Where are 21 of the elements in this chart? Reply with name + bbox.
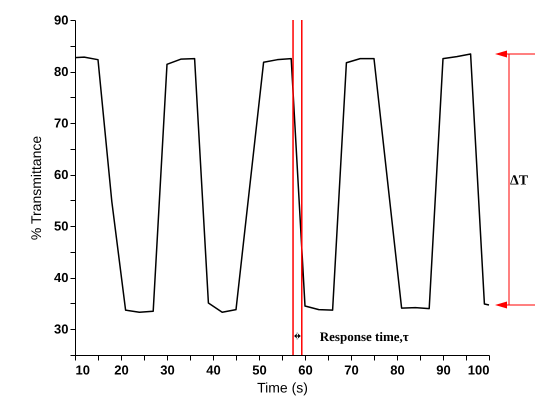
text: ΔT (510, 174, 529, 189)
x-tick-label: 10 (76, 362, 90, 378)
y-tick-label: 30 (54, 322, 68, 337)
y-tick-label: 60 (54, 167, 68, 182)
x-tick-label: 20 (114, 362, 129, 378)
y-axis-title: % Transmittance (28, 136, 44, 240)
y-tick-label: 50 (54, 218, 68, 234)
x-tick-label: 70 (344, 362, 359, 378)
annotation: Response time,τ (320, 329, 409, 344)
x-tick-label: 80 (390, 362, 405, 378)
y-tick-label: 40 (54, 270, 68, 286)
x-axis-title: Time (s) (257, 380, 308, 396)
x-tick-label: 90 (436, 362, 451, 378)
x-tick-label: 40 (206, 362, 221, 378)
y-tick-label: 70 (54, 116, 68, 131)
y-tick-label: 80 (54, 64, 68, 80)
y-tick-label: 90 (54, 12, 68, 28)
x-tick-label: 100 (468, 362, 490, 378)
x-tick-label: 60 (298, 362, 313, 378)
x-tick-label: 30 (160, 362, 175, 378)
x-tick-label: 50 (252, 362, 267, 378)
